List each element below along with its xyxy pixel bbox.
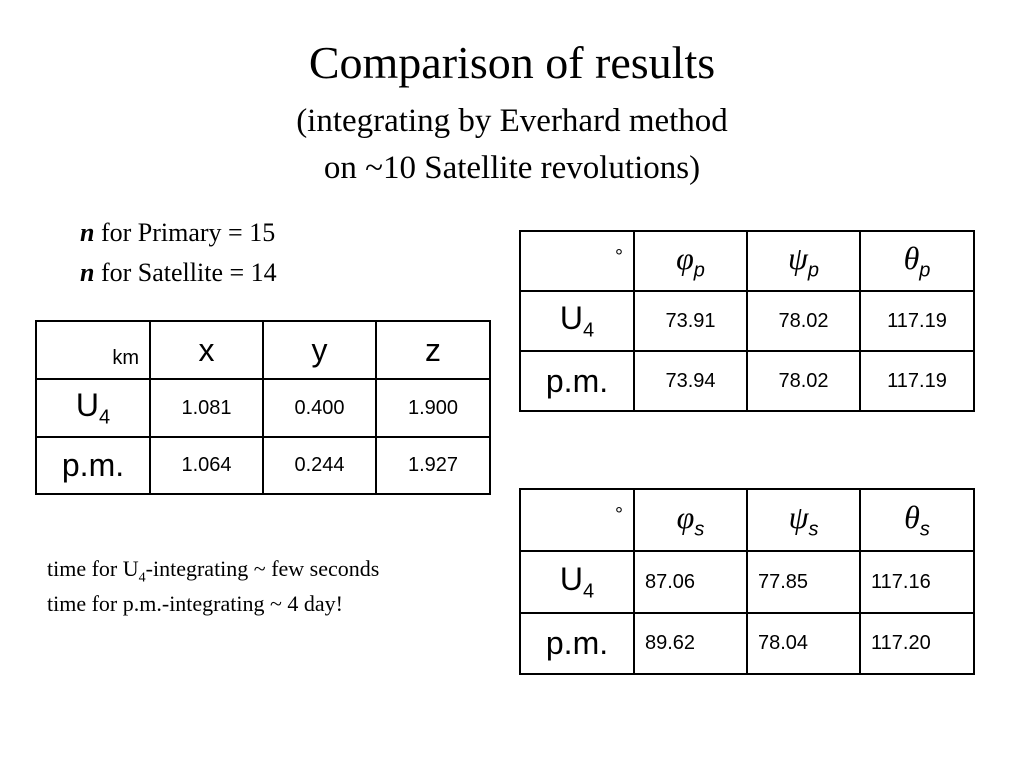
base: φ [676,239,694,276]
row-label: p.m. [519,612,635,675]
base: φ [676,498,695,535]
base: x [198,331,215,368]
cell: 0.400 [262,378,377,438]
cell: 89.62 [633,612,748,675]
title: Comparison of results [308,37,716,88]
column-header: θs [859,488,975,552]
subscript: 4 [98,406,111,429]
row: p.m. 89.62 78.04 117.20 [519,612,975,675]
cell: 1.064 [149,436,264,495]
cell: 73.94 [633,350,748,412]
text: time for U [47,556,139,581]
base: ψ [788,239,808,276]
cell: 87.06 [633,550,748,614]
column-header: z [375,320,491,380]
column-header: ψs [746,488,861,552]
text: for Primary = 15 [94,218,276,247]
base: ψ [788,498,809,535]
subscript: p [919,259,931,282]
base: U [559,560,583,597]
column-header: φp [633,230,748,292]
row-label: p.m. [35,436,151,495]
note: time for p.m.-integrating ~ 4 day! [47,591,343,617]
unit: ° [519,488,635,552]
base: p.m. [61,447,125,483]
subtitle: (integrating by Everhard method [296,103,728,139]
cell: 1.900 [375,378,491,438]
row-label: U4 [35,378,151,438]
data-table: ° φs ψs θs U4 87.06 77.85 117.16 p.m. 89.62 78.04 1… [519,488,975,675]
subtitle: on ~10 Satellite revolutions) [323,150,701,186]
header-row: ° φp ψp θp [519,230,975,292]
cell: 78.04 [746,612,861,675]
row: U4 1.081 0.400 1.900 [35,378,491,438]
cell: 117.16 [859,550,975,614]
cell: 117.19 [859,290,975,352]
cell: 117.20 [859,612,975,675]
base: U [75,386,99,423]
cell: 0.244 [262,436,377,495]
subscript: 4 [582,319,595,342]
data-table: km x y z U4 1.081 0.400 1.900 p.m. 1.064 0.244 1.92… [35,320,491,495]
cell: 78.02 [746,350,861,412]
symbol: n [80,218,95,247]
row: U4 73.91 78.02 117.19 [519,290,975,352]
parameter: n for Satellite = 14 [80,258,277,288]
column-header: φs [633,488,748,552]
text: for Satellite = 14 [94,258,277,287]
base: θ [903,239,920,276]
column-header: x [149,320,264,380]
row-label: p.m. [519,350,635,412]
cell: 117.19 [859,350,975,412]
subscript: s [919,518,930,541]
row: p.m. 1.064 0.244 1.927 [35,436,491,495]
text: -integrating ~ few seconds [145,556,380,581]
column-header: y [262,320,377,380]
header-row: ° φs ψs θs [519,488,975,552]
text: time for p.m.-integrating ~ 4 day! [47,591,343,616]
subscript: p [807,259,819,282]
cell: 78.02 [746,290,861,352]
base: z [425,331,441,368]
base: U [559,299,583,336]
cell: 73.91 [633,290,748,352]
symbol: n [80,258,95,287]
row: p.m. 73.94 78.02 117.19 [519,350,975,412]
parameter: n for Primary = 15 [80,218,275,248]
column-header: ψp [746,230,861,292]
row-label: U4 [519,290,635,352]
cell: 1.081 [149,378,264,438]
unit: km [35,320,151,380]
base: p.m. [545,625,609,661]
data-table: ° φp ψp θp U4 73.91 78.02 117.19 p.m. 73.94 78.02 1… [519,230,975,412]
base: θ [904,498,920,535]
subscript: s [694,518,705,541]
subscript: 4 [582,580,595,603]
row: U4 87.06 77.85 117.16 [519,550,975,614]
base: p.m. [545,362,609,399]
unit: ° [519,230,635,292]
subscript: s [808,518,819,541]
subscript: p [693,259,705,282]
header-row: km x y z [35,320,491,380]
row-label: U4 [519,550,635,614]
column-header: θp [859,230,975,292]
note: time for U4-integrating ~ few seconds [47,556,379,586]
subscript: 4 [138,570,146,586]
cell: 1.927 [375,436,491,495]
cell: 77.85 [746,550,861,614]
base: y [311,331,328,368]
